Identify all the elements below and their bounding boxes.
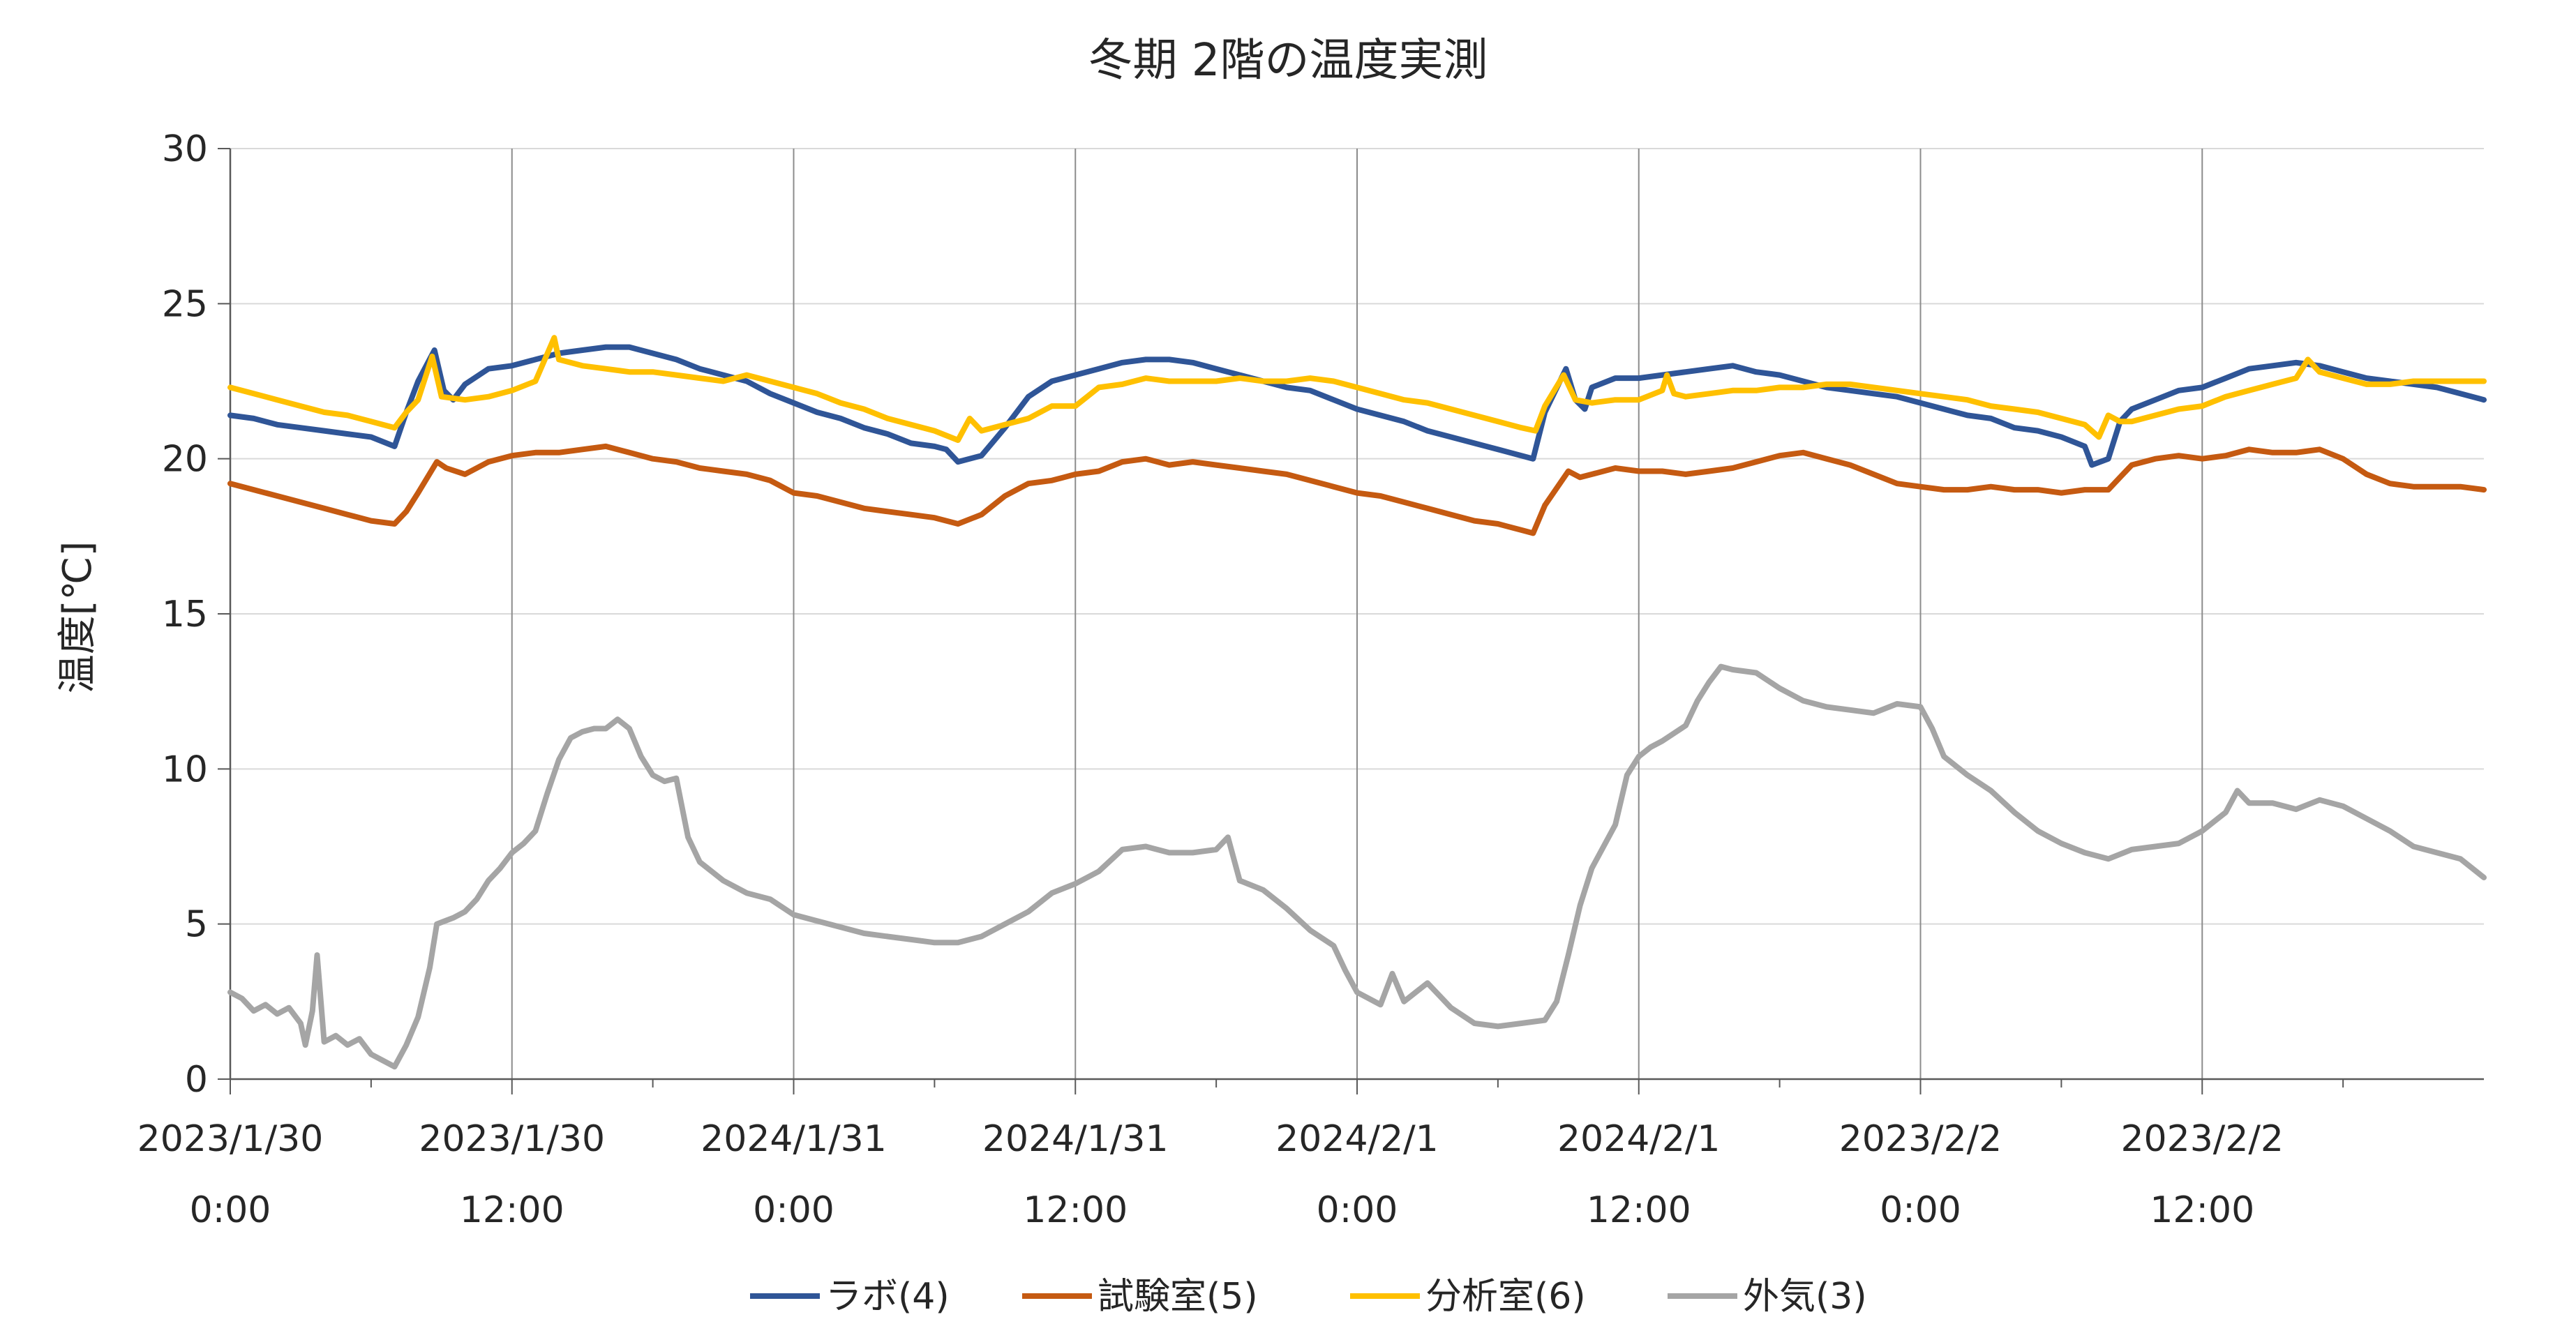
x-tick-time: 0:00	[190, 1189, 271, 1231]
x-tick-labels: 2023/1/30 0:00 2023/1/30 12:00 2024/1/31 0:00…	[137, 1118, 2284, 1231]
x-tick-date: 2023/1/30	[137, 1118, 324, 1160]
series-line-1	[227, 443, 2487, 536]
y-tick-label: 25	[162, 283, 208, 325]
x-tick-date: 2024/1/31	[982, 1118, 1169, 1160]
x-tick-time: 12:00	[460, 1189, 564, 1231]
y-tick-labels: 0 5 10 15 20 25 30	[162, 128, 208, 1101]
y-tick-label: 20	[162, 439, 208, 481]
grid	[230, 148, 2484, 1079]
legend-label-0: ラボ(4)	[825, 1276, 950, 1318]
series-line-3	[227, 663, 2487, 1070]
y-tick-label: 0	[185, 1059, 208, 1101]
series-lines	[227, 335, 2487, 1070]
x-tick-date: 2023/2/2	[1839, 1118, 2002, 1160]
x-tick-time: 12:00	[2150, 1189, 2254, 1231]
x-tick-time: 12:00	[1587, 1189, 1691, 1231]
x-tick-time: 0:00	[1317, 1189, 1398, 1231]
x-tick-time: 0:00	[753, 1189, 834, 1231]
x-tick-date: 2023/1/30	[419, 1118, 605, 1160]
x-tick-date: 2024/2/1	[1275, 1118, 1439, 1160]
x-tick-date: 2024/2/1	[1557, 1118, 1721, 1160]
x-tick-time: 12:00	[1023, 1189, 1128, 1231]
y-axis-label: 温度[℃]	[55, 541, 100, 694]
legend: ラボ(4) 試験室(5) 分析室(6) 外気(3)	[750, 1276, 1867, 1318]
legend-label-2: 分析室(6)	[1425, 1276, 1586, 1318]
y-tick-label: 15	[162, 594, 208, 635]
legend-label-3: 外気(3)	[1743, 1276, 1867, 1318]
chart-title: 冬期 2階の温度実測	[1088, 35, 1488, 86]
x-tick-date: 2023/2/2	[2120, 1118, 2284, 1160]
y-tick-label: 10	[162, 748, 208, 790]
y-tick-label: 5	[185, 904, 208, 946]
x-tick-date: 2024/1/31	[701, 1118, 887, 1160]
legend-label-1: 試験室(5)	[1098, 1276, 1258, 1318]
axes	[218, 148, 2484, 1094]
y-tick-label: 30	[162, 128, 208, 170]
series-line-0	[227, 344, 2487, 468]
x-tick-time: 0:00	[1880, 1189, 1961, 1231]
series-line-2	[227, 335, 2487, 443]
